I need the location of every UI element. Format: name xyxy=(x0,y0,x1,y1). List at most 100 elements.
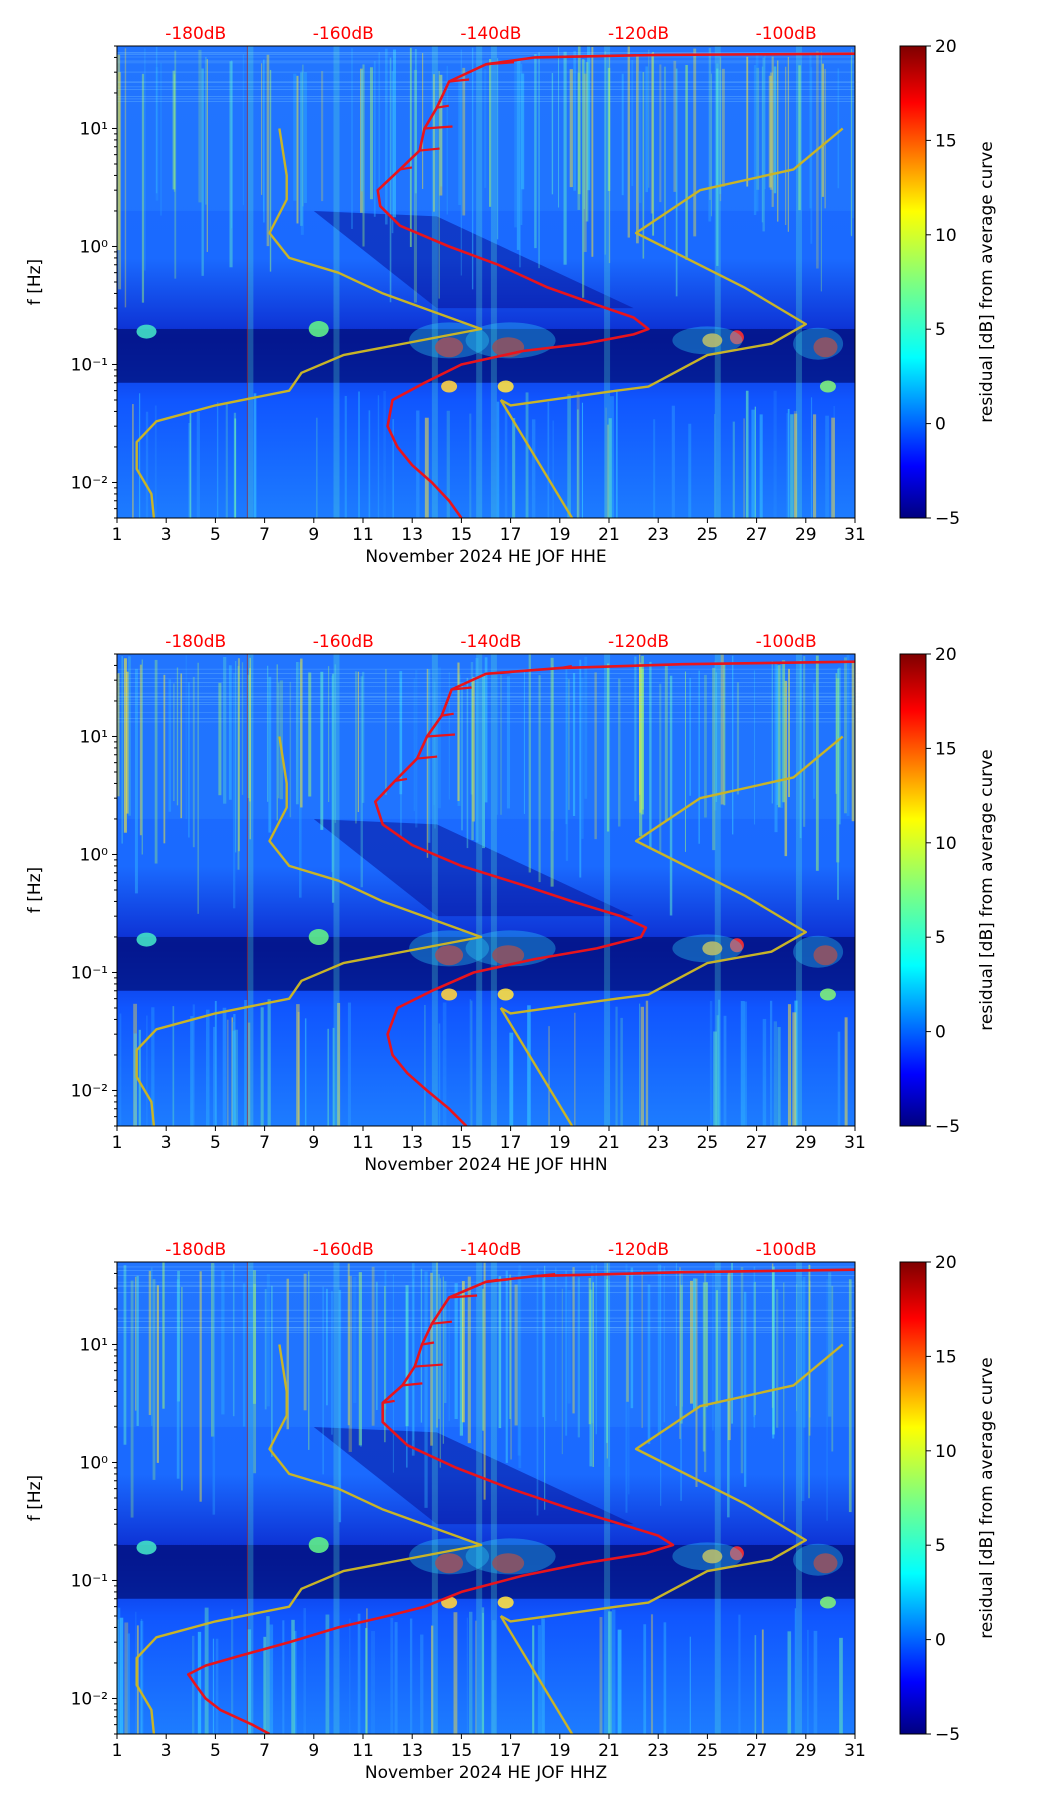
noise-streak xyxy=(266,54,270,247)
noise-streak xyxy=(331,673,335,903)
noise-streak xyxy=(331,1290,333,1435)
noise-streak xyxy=(338,1289,342,1523)
low-frequency-streak xyxy=(138,393,141,518)
noise-streak xyxy=(639,662,642,813)
noise-streak xyxy=(134,668,138,894)
low-frequency-streak xyxy=(689,1636,691,1734)
noise-streak xyxy=(211,1263,215,1437)
noise-streak xyxy=(498,1276,502,1429)
noise-streak xyxy=(385,669,387,796)
low-frequency-streak xyxy=(349,1618,351,1734)
x-tick-label: 9 xyxy=(308,1133,319,1153)
noise-streak xyxy=(652,51,655,236)
db-scale-label: -100dB xyxy=(756,632,817,652)
noise-streak xyxy=(506,676,511,809)
noise-streak xyxy=(268,676,272,833)
low-frequency-streak xyxy=(214,1000,217,1126)
low-frequency-streak xyxy=(813,1630,818,1734)
noise-streak xyxy=(693,48,697,237)
microseism-spot xyxy=(435,1553,464,1574)
low-frequency-streak xyxy=(282,1620,285,1734)
x-tick-label: 11 xyxy=(352,1133,374,1153)
low-frequency-streak xyxy=(140,1620,144,1734)
low-frequency-streak xyxy=(327,1028,329,1126)
noise-streak xyxy=(693,1278,696,1410)
noise-streak xyxy=(689,677,691,796)
low-frequency-streak xyxy=(344,395,347,518)
noise-streak xyxy=(144,48,146,271)
noise-streak xyxy=(185,655,187,820)
microseism-spot xyxy=(308,928,329,945)
noise-streak xyxy=(771,661,773,804)
noise-streak xyxy=(563,51,567,265)
noise-streak xyxy=(523,669,525,814)
noise-streak xyxy=(762,57,765,232)
low-frequency-streak xyxy=(416,410,420,518)
low-frequency-streak xyxy=(759,414,763,518)
low-frequency-streak xyxy=(790,414,794,518)
bright-column xyxy=(795,46,802,518)
microseism-halo xyxy=(672,1542,743,1571)
low-frequency-streak xyxy=(751,409,755,518)
noise-streak xyxy=(780,662,783,808)
noise-streak xyxy=(263,60,265,212)
noise-streak xyxy=(117,54,121,251)
noise-streak xyxy=(538,675,541,883)
microseism-spot xyxy=(702,1549,723,1564)
noise-streak xyxy=(118,72,122,290)
noise-streak xyxy=(639,665,643,837)
low-frequency-streak xyxy=(786,413,790,518)
dark-region xyxy=(313,818,634,917)
x-tick-label: 5 xyxy=(210,525,221,545)
colorbar-tick-label: −5 xyxy=(935,1725,960,1745)
db-scale-label: -100dB xyxy=(756,24,817,44)
noise-streak xyxy=(736,682,740,795)
noise-streak xyxy=(715,672,718,803)
noise-streak xyxy=(361,671,365,803)
x-tick-label: 27 xyxy=(746,1133,768,1153)
low-frequency-streak xyxy=(247,1629,252,1734)
noise-streak xyxy=(785,66,787,226)
noise-streak xyxy=(269,69,272,272)
noise-streak xyxy=(591,46,594,257)
noise-streak xyxy=(568,679,570,810)
low-frequency-streak xyxy=(787,409,790,518)
noise-streak xyxy=(773,66,777,194)
colorbar-label: residual [dB] from average curve xyxy=(977,1357,997,1638)
noise-streak xyxy=(626,1275,629,1402)
low-frequency-streak xyxy=(151,1007,155,1126)
colorbar-tick-label: 15 xyxy=(935,1347,957,1367)
microseism-spot xyxy=(497,988,514,1001)
low-frequency-streak xyxy=(204,1607,209,1734)
noise-streak xyxy=(458,75,462,206)
low-frequency-streak xyxy=(138,1029,141,1126)
noise-streak xyxy=(641,1270,643,1428)
low-frequency-streak xyxy=(761,1629,764,1734)
noise-streak xyxy=(519,60,521,268)
db-scale-label: -160dB xyxy=(313,632,374,652)
low-frequency-streak xyxy=(145,1015,148,1126)
low-frequency-streak xyxy=(347,1002,351,1126)
noise-streak xyxy=(689,1280,694,1404)
y-axis-label: f [Hz] xyxy=(25,1475,45,1521)
noise-streak xyxy=(675,68,678,297)
low-frequency-streak xyxy=(469,413,472,518)
noise-streak xyxy=(851,49,853,237)
x-tick-label: 13 xyxy=(401,1133,423,1153)
low-frequency-streak xyxy=(773,390,777,518)
noise-streak xyxy=(197,662,199,914)
noise-streak xyxy=(657,1264,661,1434)
bright-column xyxy=(431,654,438,1126)
noise-streak xyxy=(422,53,424,189)
low-frequency-streak xyxy=(205,1009,210,1126)
microseism-spot xyxy=(497,1596,514,1609)
noise-streak xyxy=(362,64,365,247)
noise-streak xyxy=(192,676,195,848)
noise-streak xyxy=(709,47,711,200)
noise-streak xyxy=(703,1272,707,1473)
microseism-spot xyxy=(435,337,464,358)
noise-streak xyxy=(702,1282,706,1452)
noise-streak xyxy=(777,60,779,222)
noise-streak xyxy=(712,1267,714,1431)
low-frequency-streak xyxy=(492,1620,496,1734)
